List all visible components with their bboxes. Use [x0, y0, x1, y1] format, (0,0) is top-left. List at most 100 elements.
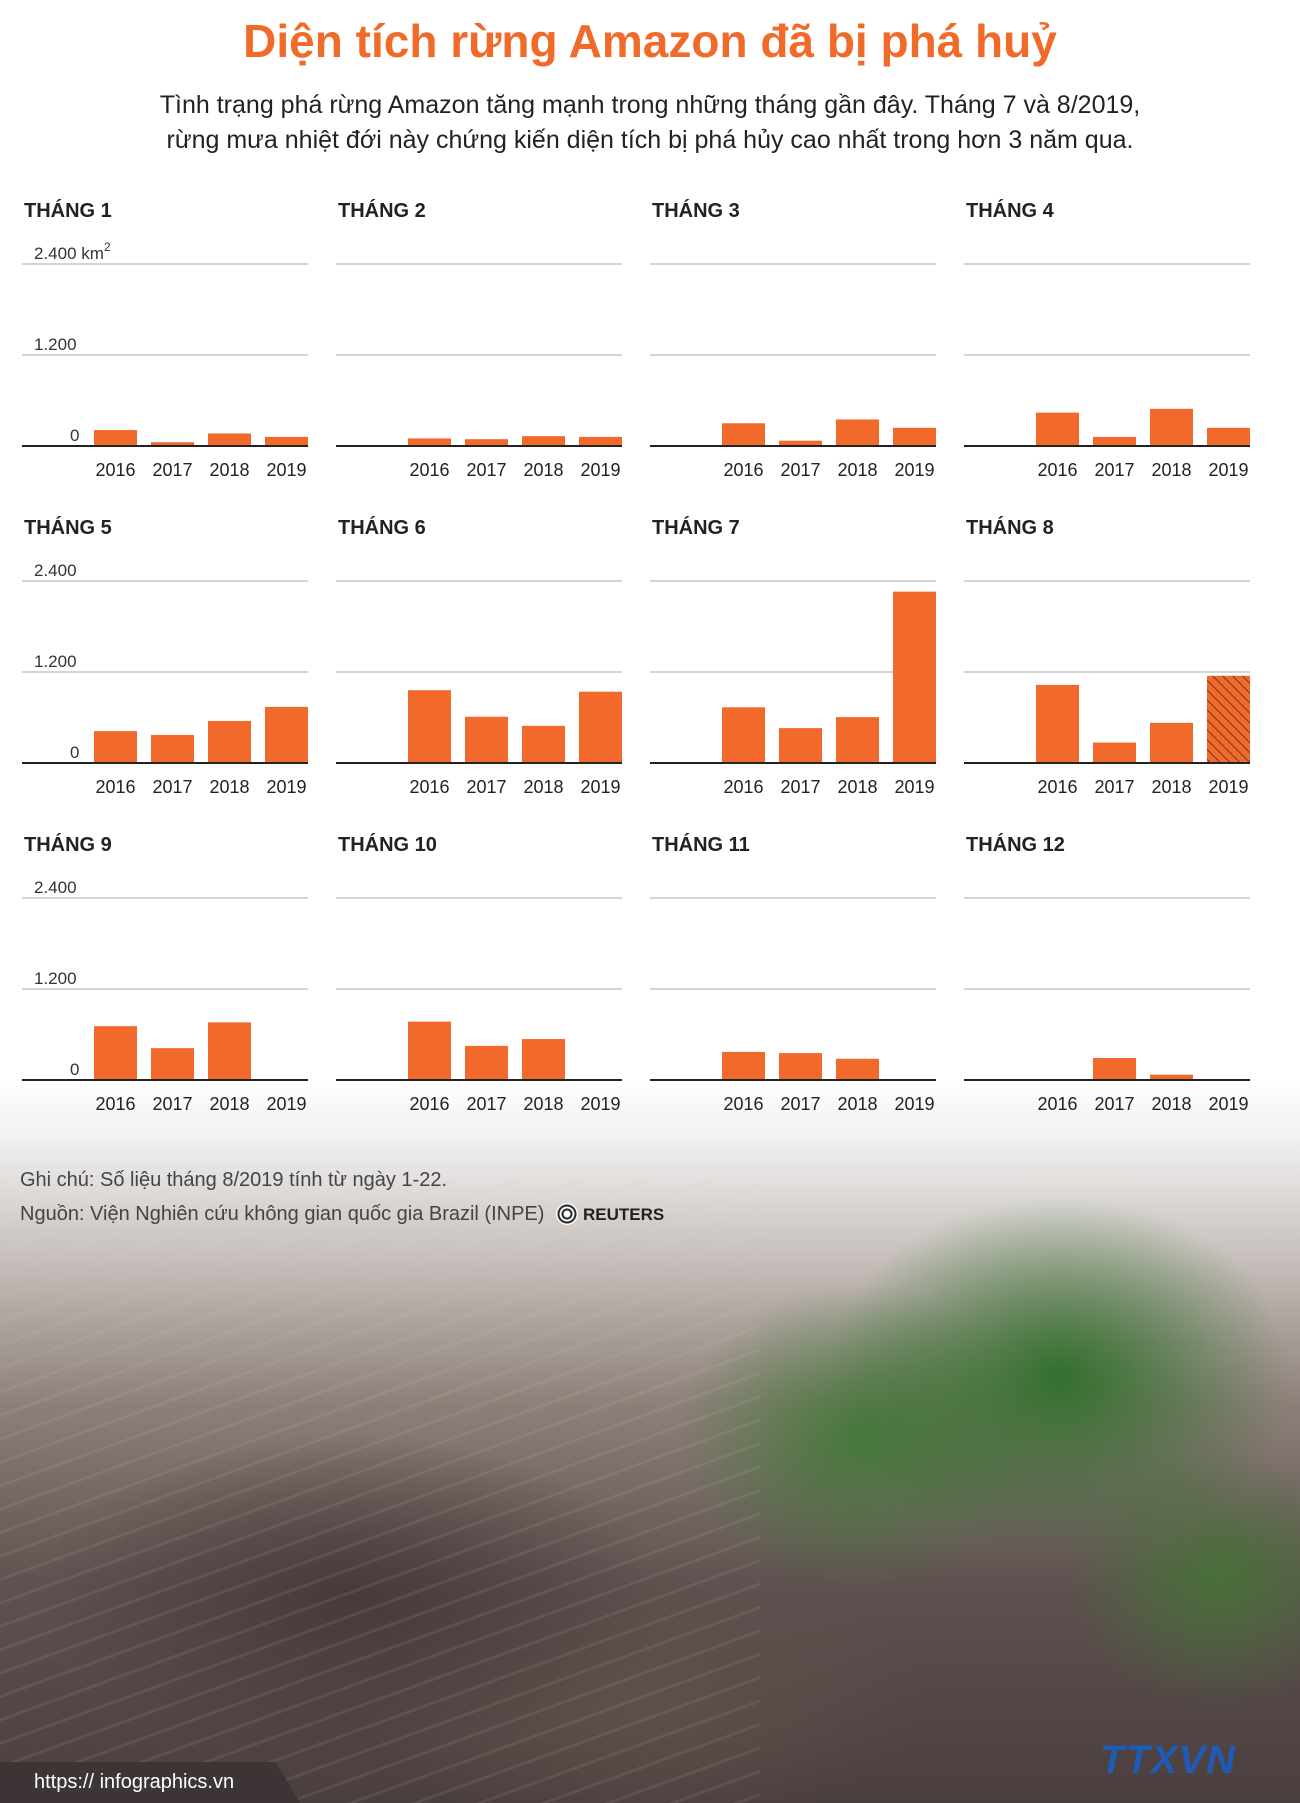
bar-2017	[465, 716, 508, 763]
footer-url[interactable]: https:// infographics.vn	[0, 1762, 300, 1803]
x-tick-label: 2017	[152, 460, 192, 480]
panel-title: THÁNG 5	[24, 517, 112, 539]
ttxvn-logo: TTXVN	[1100, 1738, 1237, 1782]
bar-2019	[893, 591, 936, 763]
x-tick-label: 2019	[266, 460, 306, 480]
bar-chart: 2016 2017 2018 2019	[650, 897, 936, 1114]
x-tick-label: 2018	[523, 1094, 563, 1114]
chart-panel-1: THÁNG 1 0 1.200 2.400 km2 2016 2017 2018 2019	[22, 200, 322, 480]
bar-2016	[408, 438, 451, 446]
x-tick-label: 2019	[1208, 777, 1248, 797]
page-title: Diện tích rừng Amazon đã bị phá huỷ	[243, 15, 1057, 67]
chart-panel-9: THÁNG 9 0 1.200 2.400 2016 2017 2018 2019	[22, 834, 322, 1114]
x-tick-label: 2019	[266, 777, 306, 797]
x-tick-label: 2016	[1037, 777, 1077, 797]
bar-2019	[893, 427, 936, 446]
panel-title: THÁNG 3	[652, 200, 740, 222]
x-tick-label: 2016	[723, 1094, 763, 1114]
chart-panel-5: THÁNG 5 0 1.200 2.400 2016 2017 2018 2019	[22, 517, 322, 797]
bar-chart: 2016 2017 2018 2019	[336, 580, 622, 797]
bar-chart: 2016 2017 2018 2019	[650, 263, 936, 480]
chart-panel-3: THÁNG 3 2016 2017 2018 2019	[650, 200, 950, 480]
x-tick-label: 2016	[1037, 460, 1077, 480]
x-tick-label: 2019	[580, 777, 620, 797]
bar-2017	[465, 439, 508, 446]
x-tick-label: 2017	[1094, 460, 1134, 480]
bar-2016	[722, 1051, 765, 1080]
bar-2018	[836, 1058, 879, 1080]
bar-chart: 0 1.200 2.400 2016 2017 2018 2019	[22, 878, 308, 1114]
bar-2018	[1150, 408, 1193, 446]
bar-2018	[836, 717, 879, 763]
y-tick-label: 1.200	[34, 652, 77, 671]
chart-panel-4: THÁNG 4 2016 2017 2018 2019	[964, 200, 1264, 480]
deforestation-photo	[0, 1078, 1300, 1803]
bar-2016	[94, 731, 137, 763]
panel-title: THÁNG 9	[24, 834, 112, 856]
reuters-logo-icon	[556, 1203, 578, 1225]
x-tick-label: 2017	[152, 777, 192, 797]
x-tick-label: 2017	[1094, 1094, 1134, 1114]
x-tick-label: 2016	[723, 460, 763, 480]
bar-2018	[208, 1022, 251, 1080]
chart-panel-12: THÁNG 12 2016 2017 2018 2019	[964, 834, 1264, 1114]
x-tick-label: 2016	[409, 777, 449, 797]
x-tick-label: 2018	[1151, 460, 1191, 480]
bar-chart: 2016 2017 2018 2019	[336, 897, 622, 1114]
subtitle-line-2: rừng mưa nhiệt đới này chứng kiến diện t…	[166, 126, 1134, 154]
y-tick-label: 2.400	[34, 561, 77, 580]
bar-2018	[1150, 722, 1193, 763]
bar-2017	[151, 734, 194, 763]
x-tick-label: 2019	[266, 1094, 306, 1114]
x-tick-label: 2019	[580, 460, 620, 480]
panel-title: THÁNG 12	[966, 834, 1065, 856]
notes: Ghi chú: Số liệu tháng 8/2019 tính từ ng…	[20, 1163, 664, 1232]
subtitle-line-1: Tình trạng phá rừng Amazon tăng mạnh tro…	[159, 91, 1141, 119]
bar-2019	[265, 706, 308, 763]
chart-panel-7: THÁNG 7 2016 2017 2018 2019	[650, 517, 950, 797]
bar-2017	[1093, 742, 1136, 763]
x-tick-label: 2016	[723, 777, 763, 797]
bar-2018	[522, 1039, 565, 1080]
x-tick-label: 2017	[466, 777, 506, 797]
x-tick-label: 2018	[209, 777, 249, 797]
y-tick-label: 0	[70, 1060, 79, 1079]
x-tick-label: 2017	[780, 1094, 820, 1114]
bar-2017	[465, 1045, 508, 1080]
y-tick-label: 1.200	[34, 969, 77, 988]
bar-2019	[579, 436, 622, 446]
bar-chart: 2016 2017 2018 2019	[964, 580, 1250, 797]
x-tick-label: 2018	[209, 460, 249, 480]
bar-chart: 2016 2017 2018 2019	[964, 263, 1250, 480]
bar-2018	[836, 419, 879, 446]
y-tick-label: 2.400	[34, 878, 77, 897]
bar-2016	[1036, 412, 1079, 446]
bar-2017	[151, 1048, 194, 1080]
panel-title: THÁNG 4	[966, 200, 1054, 222]
panel-title: THÁNG 6	[338, 517, 426, 539]
x-tick-label: 2018	[1151, 777, 1191, 797]
x-tick-label: 2016	[95, 1094, 135, 1114]
bar-2018	[208, 433, 251, 446]
x-tick-label: 2018	[1151, 1094, 1191, 1114]
source-text: Nguồn: Viện Nghiên cứu không gian quốc g…	[20, 1203, 545, 1225]
bar-2016	[722, 423, 765, 446]
x-tick-label: 2017	[780, 460, 820, 480]
x-tick-label: 2016	[95, 460, 135, 480]
bar-2016	[94, 430, 137, 446]
bar-2019	[579, 691, 622, 763]
x-tick-label: 2016	[1037, 1094, 1077, 1114]
source-line: Nguồn: Viện Nghiên cứu không gian quốc g…	[20, 1197, 664, 1232]
x-tick-label: 2018	[523, 460, 563, 480]
panel-title: THÁNG 11	[652, 834, 750, 856]
bar-2017	[779, 440, 822, 446]
panel-title: THÁNG 7	[652, 517, 740, 539]
reuters-label: REUTERS	[583, 1205, 665, 1224]
bar-chart: 2016 2017 2018 2019	[964, 897, 1250, 1114]
bar-2017	[779, 728, 822, 763]
bar-2018	[208, 720, 251, 763]
bar-2018	[1150, 1074, 1193, 1080]
note-text: Ghi chú: Số liệu tháng 8/2019 tính từ ng…	[20, 1169, 448, 1191]
bar-2018	[522, 436, 565, 446]
x-tick-label: 2019	[1208, 460, 1248, 480]
